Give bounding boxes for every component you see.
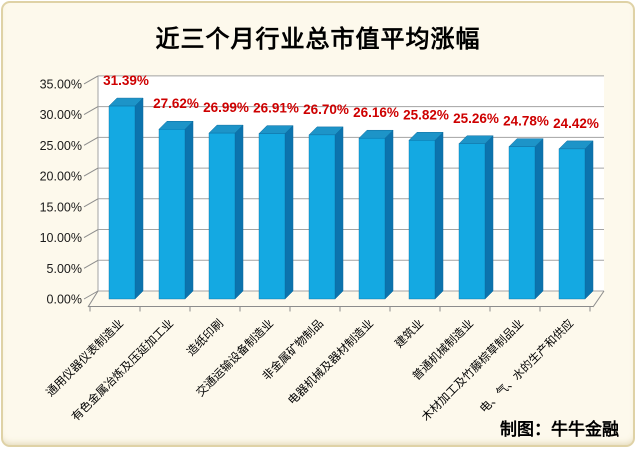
category-label: 有色金属冶炼及压延加工业: [69, 316, 176, 423]
credit-label: 制图：牛牛金融: [500, 420, 619, 439]
y-axis-tick: [83, 75, 99, 85]
bar-value-label: 26.99%: [203, 100, 249, 115]
bar-value-label: 25.82%: [403, 107, 449, 122]
category-label: 木材加工及竹藤棕草制品业: [419, 316, 526, 423]
bar-value-label: 26.16%: [353, 105, 399, 120]
y-axis-label: 0.00%: [47, 293, 82, 307]
bar: [158, 129, 186, 300]
bar-side-face: [234, 124, 244, 300]
floor-right-edge: [592, 290, 605, 308]
chart-title: 近三个月行业总市值平均涨幅: [155, 26, 481, 53]
y-axis-label: 5.00%: [47, 262, 82, 276]
y-axis-label: 15.00%: [40, 200, 82, 214]
y-axis-tick: [83, 290, 99, 300]
bar-side-face: [284, 125, 294, 300]
bar-side-face: [484, 135, 494, 300]
bar: [408, 140, 436, 300]
bar-value-label: 26.91%: [253, 101, 299, 116]
y-axis-tick: [83, 259, 99, 269]
bar-side-face: [584, 140, 594, 300]
bar: [108, 105, 136, 300]
bar-side-face: [434, 131, 444, 300]
bar-value-label: 25.26%: [453, 111, 499, 126]
bar-value-label: 24.42%: [553, 116, 599, 131]
bar: [558, 148, 586, 300]
y-axis-label: 20.00%: [40, 170, 82, 184]
bar-value-label: 26.70%: [303, 102, 349, 117]
y-axis-tick: [83, 106, 99, 116]
bar-side-face: [334, 126, 344, 300]
y-axis-tick: [83, 229, 99, 238]
bar: [358, 138, 386, 300]
y-axis-label: 10.00%: [40, 231, 82, 245]
y-axis-tick: [83, 167, 99, 177]
bar: [308, 134, 336, 300]
bar: [258, 133, 286, 300]
y-axis-tick: [83, 136, 99, 146]
y-axis-tick: [83, 198, 99, 208]
bar-value-label: 24.78%: [503, 114, 549, 129]
bar: [508, 146, 536, 300]
category-label: 电器机械及器材制造业: [285, 316, 376, 407]
bar-side-face: [134, 97, 144, 300]
category-label: 电、气、水的生产和供应: [477, 316, 576, 415]
bar-side-face: [184, 120, 194, 300]
category-label: 造纸印刷: [184, 316, 226, 358]
bar-side-face: [384, 129, 394, 300]
bar-value-label: 31.39%: [103, 73, 149, 88]
y-axis-label: 35.00%: [40, 77, 82, 91]
bar-side-face: [534, 138, 544, 300]
bar-chart: 0.00% 5.00% 10.00% 15.00% 20.00% 25.00% 30.00%…: [40, 73, 605, 424]
category-label: 建筑业: [392, 316, 426, 350]
bar: [208, 132, 236, 300]
y-axis-label: 30.00%: [40, 108, 82, 122]
y-axis-label: 25.00%: [40, 139, 82, 153]
floor-left-edge: [87, 290, 99, 308]
bar: [458, 143, 486, 300]
bar-value-label: 27.62%: [153, 96, 199, 111]
